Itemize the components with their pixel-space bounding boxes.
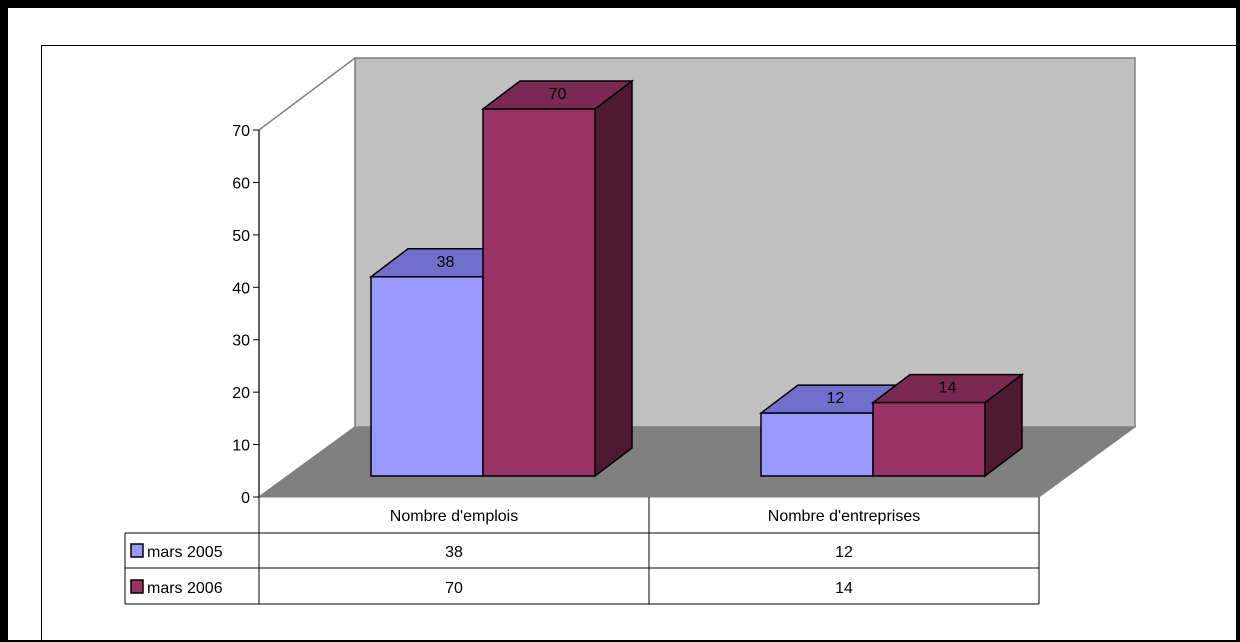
bar-front (482, 108, 596, 477)
y-tick-label: 10 (232, 438, 250, 455)
y-tick-label: 40 (232, 280, 250, 297)
legend-label: mars 2006 (147, 580, 223, 597)
table-cell: 70 (445, 580, 463, 597)
legend-label: mars 2005 (147, 544, 223, 561)
side-wall (258, 56, 356, 499)
data-label: 12 (827, 390, 845, 407)
y-tick-label: 50 (232, 228, 250, 245)
legend-swatch-mars-2006 (130, 579, 144, 594)
bar-front (760, 412, 874, 477)
y-tick-label: 30 (232, 333, 250, 350)
data-label: 14 (939, 380, 957, 397)
y-tick-label: 0 (241, 490, 250, 507)
y-axis: 0 10 20 30 40 50 60 70 (232, 123, 260, 507)
table-cell: 38 (445, 544, 463, 561)
table-cell: 14 (835, 580, 853, 597)
bar-front (370, 276, 484, 477)
bar-mars-2006-0 (480, 79, 635, 478)
data-label: 38 (437, 254, 455, 271)
category-label: Nombre d'emplois (390, 508, 518, 525)
y-tick-label: 70 (232, 123, 250, 140)
y-tick-label: 20 (232, 385, 250, 402)
data-table: Nombre d'emplois Nombre d'entreprises ma… (124, 497, 1040, 605)
data-labels: 38 12 70 14 (437, 86, 957, 407)
y-tick-label: 60 (232, 175, 250, 192)
bar-mars-2006-1 (870, 373, 1025, 478)
bar-side (594, 79, 633, 478)
legend-swatch-mars-2005 (130, 543, 144, 558)
chart-area-border (41, 45, 1240, 641)
category-label: Nombre d'entreprises (768, 508, 920, 525)
bar-front (872, 401, 986, 477)
bars (368, 79, 1025, 478)
table-cell: 12 (835, 544, 853, 561)
data-label: 70 (549, 86, 567, 103)
